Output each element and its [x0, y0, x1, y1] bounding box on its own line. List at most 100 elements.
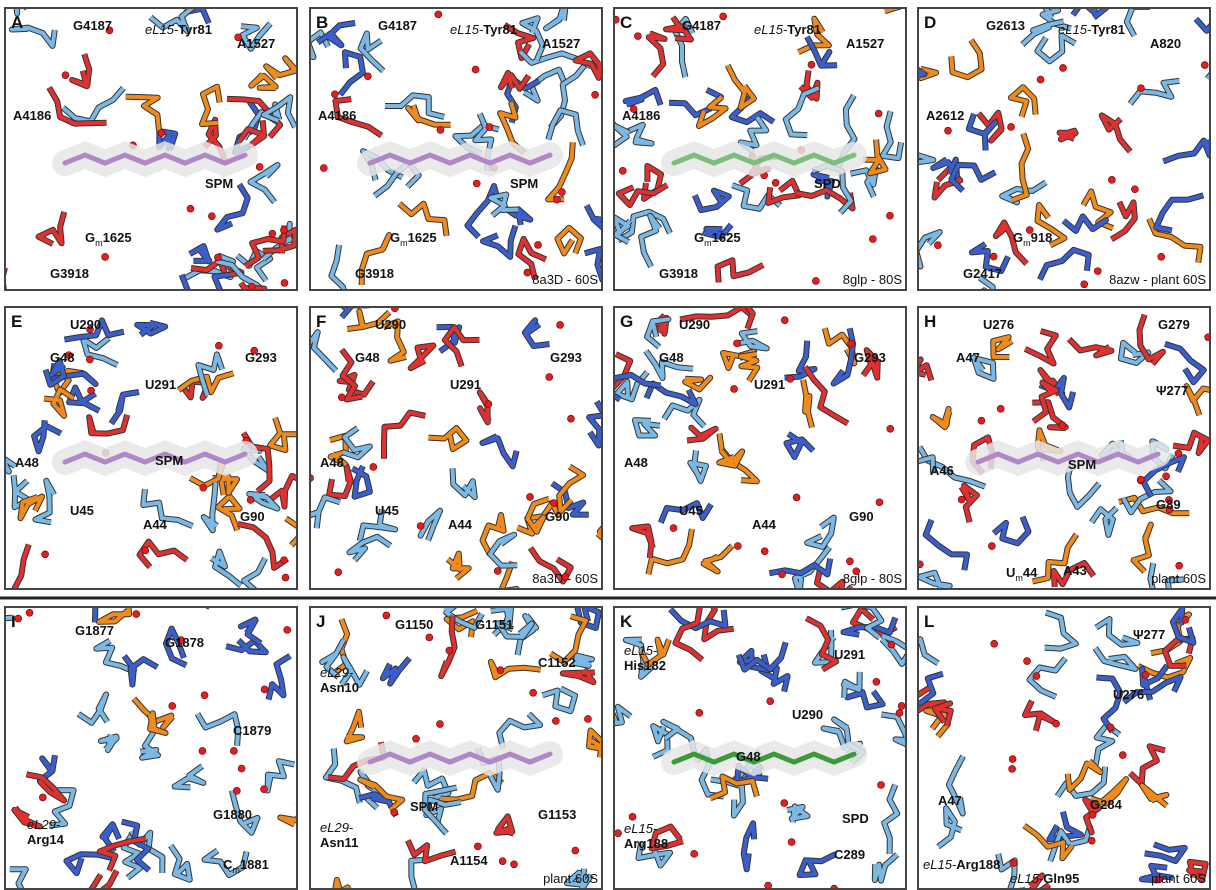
panel-letter: C [620, 13, 632, 32]
water [437, 126, 444, 133]
label-part: A44 [143, 517, 168, 532]
residue-label: G284 [1090, 797, 1123, 812]
residue-label: G90 [240, 509, 265, 524]
water [1009, 765, 1016, 772]
label-part: U291 [754, 377, 785, 392]
label-part: eL15- [624, 643, 658, 658]
label-part: A48 [320, 455, 344, 470]
residue-label: G2417 [963, 266, 1002, 281]
label-part: G4187 [378, 18, 417, 33]
label-part: A4186 [318, 108, 356, 123]
label-part: U291 [834, 647, 865, 662]
bond [888, 53, 936, 78]
residue-label: Gm918 [1013, 230, 1052, 248]
bond [140, 542, 187, 568]
bond [1207, 66, 1216, 86]
label-part: G3918 [355, 266, 394, 281]
water [558, 189, 565, 196]
water [1089, 811, 1096, 818]
residue-label: U291 [834, 647, 865, 662]
bond [628, 125, 652, 144]
residue-label: A820 [1150, 36, 1181, 51]
residue-label: G4187 [378, 18, 417, 33]
residue-label: A48 [320, 455, 344, 470]
water [494, 567, 501, 574]
water [1176, 562, 1183, 569]
bond [82, 871, 117, 890]
panel: BG4187eL15-Tyr81A1527A4186SPMGm1625G3918… [298, 4, 619, 308]
residue-label: Gm1625 [694, 230, 741, 248]
water [615, 830, 622, 837]
residue-label: G293 [550, 350, 582, 365]
water [875, 110, 882, 117]
water [1107, 724, 1114, 731]
residue-label: C1152 [538, 655, 576, 670]
water [1137, 85, 1144, 92]
water [364, 73, 371, 80]
residue-label: SPM [1068, 457, 1096, 472]
residue-label: U45 [679, 503, 703, 518]
bond [1040, 250, 1089, 280]
water [247, 496, 254, 503]
residue-label: A47 [956, 350, 980, 365]
bond [548, 110, 583, 145]
label-part: U290 [792, 707, 823, 722]
bond [1059, 131, 1076, 140]
residue-label: A4186 [622, 108, 660, 123]
water [1081, 281, 1088, 288]
molecule [896, 315, 1216, 597]
water [62, 72, 69, 79]
water [200, 484, 207, 491]
bond [217, 184, 247, 229]
water [958, 496, 965, 503]
label-part: Tyr81 [178, 22, 212, 37]
water [435, 11, 442, 18]
water [896, 709, 903, 716]
bond [926, 520, 967, 570]
panel: IG1877G1878C1879G1880eL29-Arg14Cm1881 [0, 571, 307, 890]
label-part: G1878 [165, 635, 204, 650]
bond [648, 529, 692, 574]
bond [573, 656, 592, 666]
label-part: eL15- [923, 857, 957, 872]
bond [280, 792, 307, 825]
bond [340, 52, 363, 95]
label-part: G3918 [50, 266, 89, 281]
panel: EU290G48G293U291A48SPMU45A44G90 [0, 307, 316, 606]
water [1131, 186, 1138, 193]
label-part: eL15- [450, 22, 484, 37]
label-part: G2417 [963, 266, 1002, 281]
water [592, 91, 599, 98]
residue-label: U290 [70, 317, 101, 332]
bond [807, 518, 834, 547]
bond [137, 323, 165, 335]
panel: DG2613eL15-Tyr81A820A2612Gm918G24178azw … [888, 0, 1216, 306]
bond [268, 761, 295, 790]
water [472, 66, 479, 73]
water [898, 702, 905, 709]
residue-label: U45 [70, 503, 94, 518]
label-part: A4186 [13, 108, 51, 123]
bond [331, 245, 347, 308]
figure: AG4187eL15-Tyr81A1527A4186SPMGm1625G3918… [0, 0, 1216, 890]
bond-outline [926, 520, 967, 570]
residue-label: A1527 [237, 36, 275, 51]
label-part: Tyr81 [1091, 22, 1125, 37]
residue-label: A1527 [846, 36, 884, 51]
residue-label: eL15-Tyr81 [145, 22, 212, 37]
label-part: 1881 [240, 857, 269, 872]
bond [63, 88, 123, 121]
bond [704, 546, 733, 572]
label-part: eL15- [1010, 871, 1044, 886]
label-part: 1625 [712, 230, 741, 245]
label-part: A1527 [542, 36, 580, 51]
panel: LΨ277U276A47G284eL15-Arg188eL15-Gln95pla… [882, 607, 1210, 890]
water [767, 698, 774, 705]
bond [900, 54, 924, 76]
label-part: A48 [15, 455, 39, 470]
water [88, 387, 95, 394]
label-part: C289 [834, 847, 865, 862]
residue-label: A1154 [450, 853, 488, 868]
water [1008, 123, 1015, 130]
water [978, 417, 985, 424]
